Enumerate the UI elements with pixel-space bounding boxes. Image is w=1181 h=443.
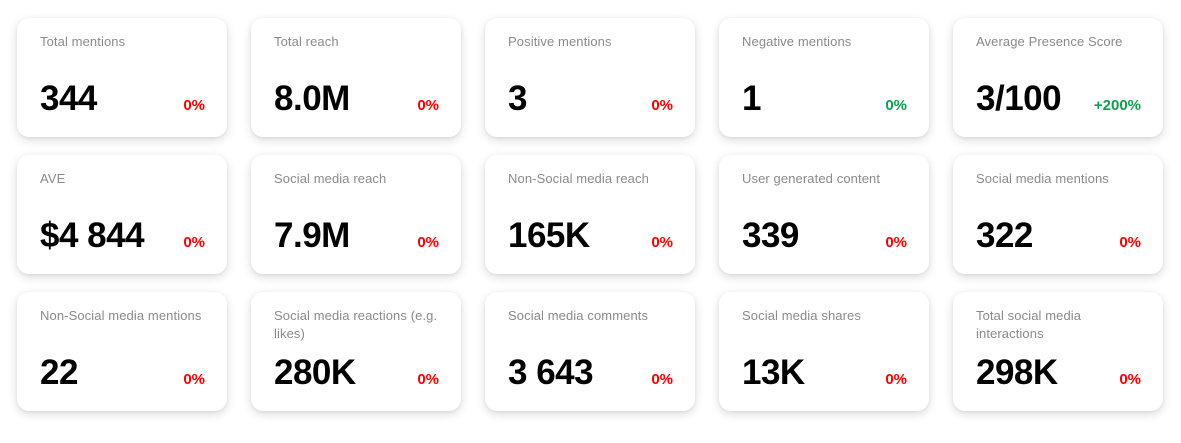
metric-bottom-row: 3/100 +200% — [976, 79, 1141, 119]
metric-change-badge: 0% — [1119, 371, 1141, 388]
metric-card: Negative mentions 1 0% — [719, 18, 929, 137]
metric-title: Social media mentions — [976, 171, 1109, 186]
metric-bottom-row: 280K 0% — [274, 353, 439, 393]
metric-value: 344 — [40, 79, 97, 118]
metric-change-badge: 0% — [885, 234, 907, 251]
metric-title: Positive mentions — [508, 34, 612, 49]
metric-title: Total reach — [274, 34, 339, 49]
metric-value: 1 — [742, 79, 761, 118]
metric-bottom-row: 7.9M 0% — [274, 216, 439, 256]
metric-title: Social media reactions (e.g. likes) — [274, 308, 438, 341]
metric-change-badge: 0% — [1119, 234, 1141, 251]
metric-change-badge: 0% — [417, 234, 439, 251]
metric-change-badge: 0% — [417, 371, 439, 388]
metric-title: AVE — [40, 171, 66, 186]
metric-bottom-row: 165K 0% — [508, 216, 673, 256]
metric-card: Social media comments 3 643 0% — [485, 292, 695, 411]
metric-title: Social media reach — [274, 171, 387, 186]
metric-title: Social media comments — [508, 308, 649, 323]
metric-title: User generated content — [742, 171, 881, 186]
metric-title: Negative mentions — [742, 34, 852, 49]
metric-bottom-row: $4 844 0% — [40, 216, 205, 256]
metric-title: Social media shares — [742, 308, 861, 323]
metric-card: Average Presence Score 3/100 +200% — [953, 18, 1163, 137]
metric-bottom-row: 298K 0% — [976, 353, 1141, 393]
metric-bottom-row: 8.0M 0% — [274, 79, 439, 119]
metric-change-badge: 0% — [651, 371, 673, 388]
metric-change-badge: 0% — [183, 234, 205, 251]
metric-change-badge: 0% — [183, 97, 205, 114]
metric-title: Total social media interactions — [976, 308, 1082, 341]
metric-title: Non-Social media mentions — [40, 308, 202, 323]
metric-title: Total mentions — [40, 34, 126, 49]
metric-bottom-row: 13K 0% — [742, 353, 907, 393]
metric-card: Total mentions 344 0% — [17, 18, 227, 137]
metric-change-badge: 0% — [885, 97, 907, 114]
metric-bottom-row: 339 0% — [742, 216, 907, 256]
metric-change-badge: 0% — [651, 234, 673, 251]
metric-value: 298K — [976, 353, 1058, 392]
metric-bottom-row: 1 0% — [742, 79, 907, 119]
metric-card: Total reach 8.0M 0% — [251, 18, 461, 137]
metric-card: Positive mentions 3 0% — [485, 18, 695, 137]
metric-title: Average Presence Score — [976, 34, 1123, 49]
metric-bottom-row: 322 0% — [976, 216, 1141, 256]
metric-change-badge: +200% — [1093, 97, 1141, 114]
metric-value: 339 — [742, 216, 799, 255]
metric-bottom-row: 3 643 0% — [508, 353, 673, 393]
metric-card: Social media reactions (e.g. likes) 280K… — [251, 292, 461, 411]
metric-card: User generated content 339 0% — [719, 155, 929, 274]
metric-value: $4 844 — [40, 216, 145, 255]
metric-value: 322 — [976, 216, 1033, 255]
metric-change-badge: 0% — [651, 97, 673, 114]
metrics-grid: Total mentions 344 0% Total reach 8.0M 0… — [17, 18, 1163, 411]
metric-value: 3 — [508, 79, 527, 118]
metric-card: Social media shares 13K 0% — [719, 292, 929, 411]
metric-value: 3/100 — [976, 79, 1062, 118]
metric-value: 13K — [742, 353, 805, 392]
metric-change-badge: 0% — [183, 371, 205, 388]
metric-card: Social media reach 7.9M 0% — [251, 155, 461, 274]
metric-card: AVE $4 844 0% — [17, 155, 227, 274]
metric-card: Non-Social media reach 165K 0% — [485, 155, 695, 274]
metric-value: 165K — [508, 216, 590, 255]
metric-bottom-row: 3 0% — [508, 79, 673, 119]
metric-change-badge: 0% — [417, 97, 439, 114]
metric-change-badge: 0% — [885, 371, 907, 388]
metric-bottom-row: 344 0% — [40, 79, 205, 119]
metric-card: Non-Social media mentions 22 0% — [17, 292, 227, 411]
metric-value: 7.9M — [274, 216, 350, 255]
metric-title: Non-Social media reach — [508, 171, 649, 186]
metric-bottom-row: 22 0% — [40, 353, 205, 393]
metric-value: 280K — [274, 353, 356, 392]
metric-value: 8.0M — [274, 79, 350, 118]
metric-card: Social media mentions 322 0% — [953, 155, 1163, 274]
metric-value: 22 — [40, 353, 78, 392]
metric-value: 3 643 — [508, 353, 594, 392]
metric-card: Total social media interactions 298K 0% — [953, 292, 1163, 411]
